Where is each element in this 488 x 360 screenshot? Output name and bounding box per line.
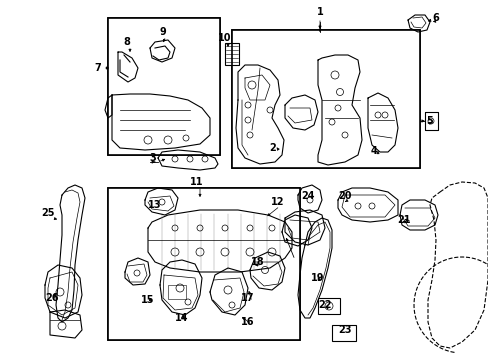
Bar	[108, 188, 299, 340]
Text: 18: 18	[251, 257, 264, 267]
Text: 4: 4	[370, 146, 377, 156]
Bar	[108, 18, 220, 155]
Text: 10: 10	[218, 33, 231, 43]
Text: 7: 7	[95, 63, 101, 73]
Text: 6: 6	[432, 13, 439, 23]
Text: 15: 15	[141, 295, 154, 305]
Text: 13: 13	[148, 200, 162, 210]
Bar	[317, 298, 339, 314]
Text: 21: 21	[396, 215, 410, 225]
Text: 11: 11	[190, 177, 203, 187]
Text: 5: 5	[426, 116, 432, 126]
Text: 26: 26	[45, 293, 59, 303]
Text: 2: 2	[269, 143, 276, 153]
Text: 24: 24	[301, 191, 314, 201]
Text: 14: 14	[175, 313, 188, 323]
Bar	[168, 285, 185, 299]
Bar	[108, 18, 220, 155]
Text: 8: 8	[123, 37, 130, 47]
Text: 20: 20	[338, 191, 351, 201]
Text: 19: 19	[311, 273, 324, 283]
Text: 25: 25	[41, 208, 55, 218]
Text: 9: 9	[159, 27, 166, 37]
Bar	[231, 30, 419, 168]
Text: 12: 12	[271, 197, 284, 207]
Bar	[108, 18, 220, 155]
Bar	[108, 188, 299, 340]
Text: 17: 17	[241, 293, 254, 303]
Bar	[331, 325, 355, 341]
Text: 23: 23	[338, 325, 351, 335]
Text: 22: 22	[318, 300, 331, 310]
Text: 16: 16	[241, 317, 254, 327]
Bar	[231, 30, 419, 168]
Text: 1: 1	[316, 7, 323, 17]
Bar	[231, 30, 419, 168]
Bar	[224, 43, 239, 65]
Bar	[108, 188, 299, 340]
Text: 3: 3	[149, 153, 156, 163]
